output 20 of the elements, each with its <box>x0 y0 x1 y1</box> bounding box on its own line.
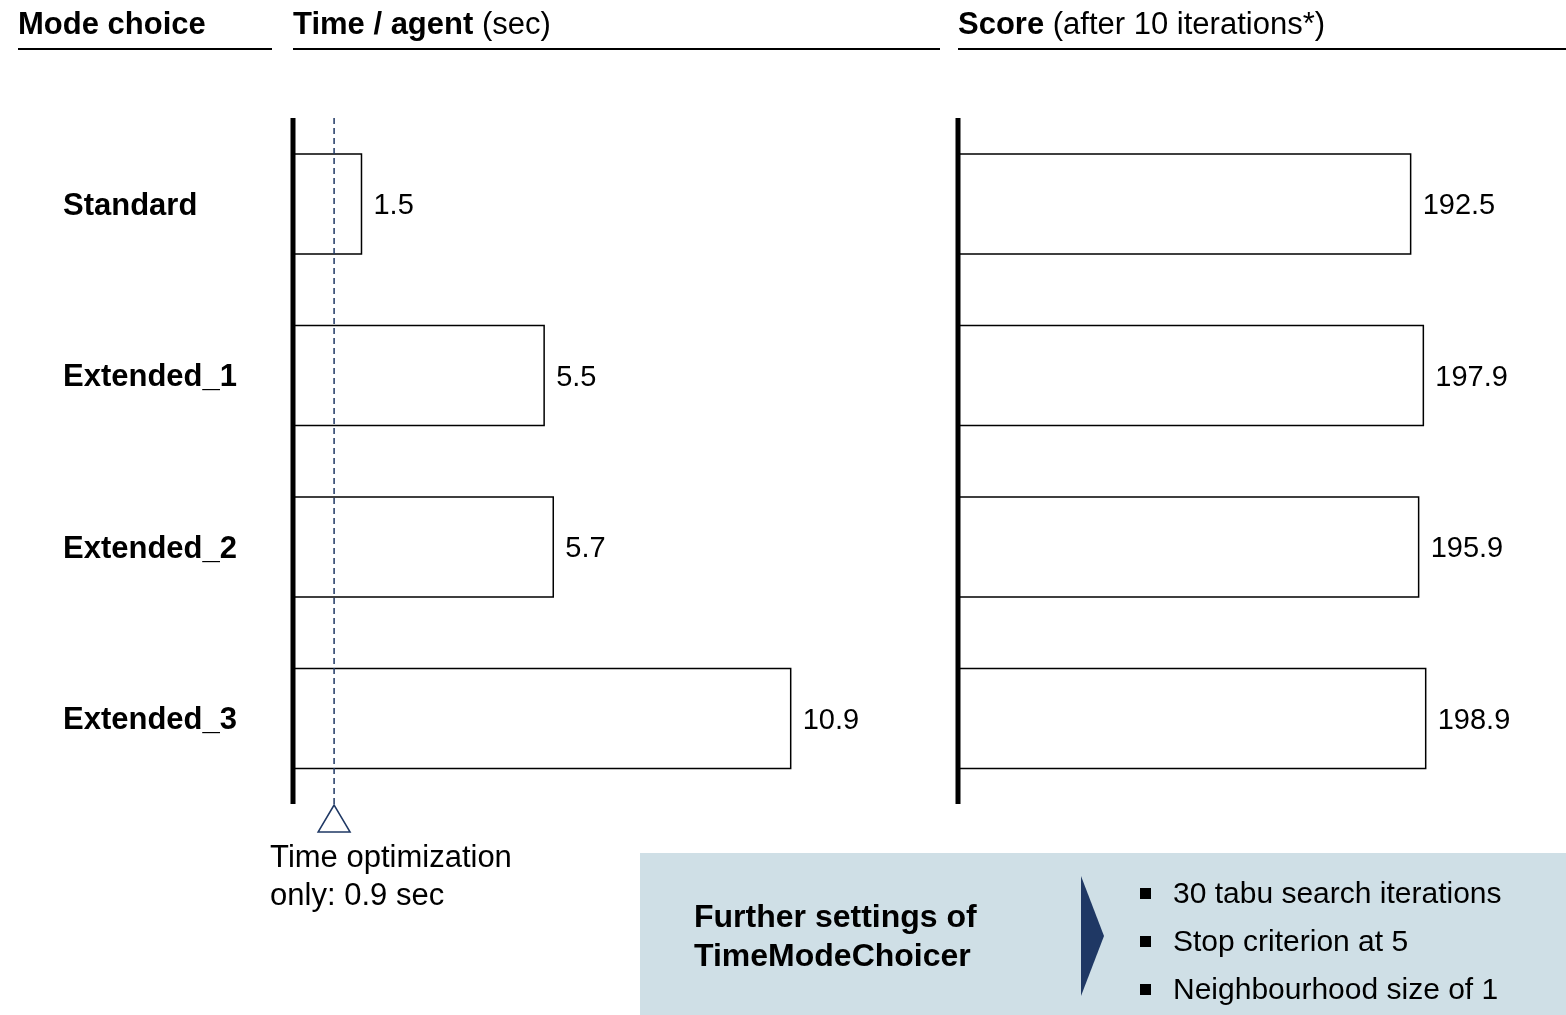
data-label: 198.9 <box>1437 702 1511 735</box>
data-label: 197.9 <box>1435 359 1508 392</box>
y-tick-label: Standard <box>63 186 198 222</box>
chart-title: Score (after 10 iterations*) <box>958 6 1326 41</box>
chart-title: Time / agent (sec) <box>293 6 551 41</box>
data-label: 10.9 <box>802 702 860 735</box>
data-label: 5.7 <box>565 531 606 564</box>
y-tick-label: Extended_2 <box>63 529 238 565</box>
y-tick-label: Extended_3 <box>63 701 238 737</box>
text: Stop criterion at 5 <box>1173 923 1409 959</box>
data-label: 1.5 <box>373 188 414 221</box>
text: Further settings of TimeModeChoicer <box>694 897 978 975</box>
data-label: 5.5 <box>556 359 597 392</box>
data-label: 195.9 <box>1430 531 1504 564</box>
legend-label: Time optimization only: 0.9 sec <box>270 838 513 914</box>
text: Neighbourhood size of 1 <box>1173 971 1499 1007</box>
y-axis-title: Mode choice <box>18 6 272 50</box>
data-label: 192.5 <box>1422 188 1496 221</box>
y-tick-label: Extended_1 <box>63 358 238 394</box>
text: 30 tabu search iterations <box>1173 875 1502 911</box>
